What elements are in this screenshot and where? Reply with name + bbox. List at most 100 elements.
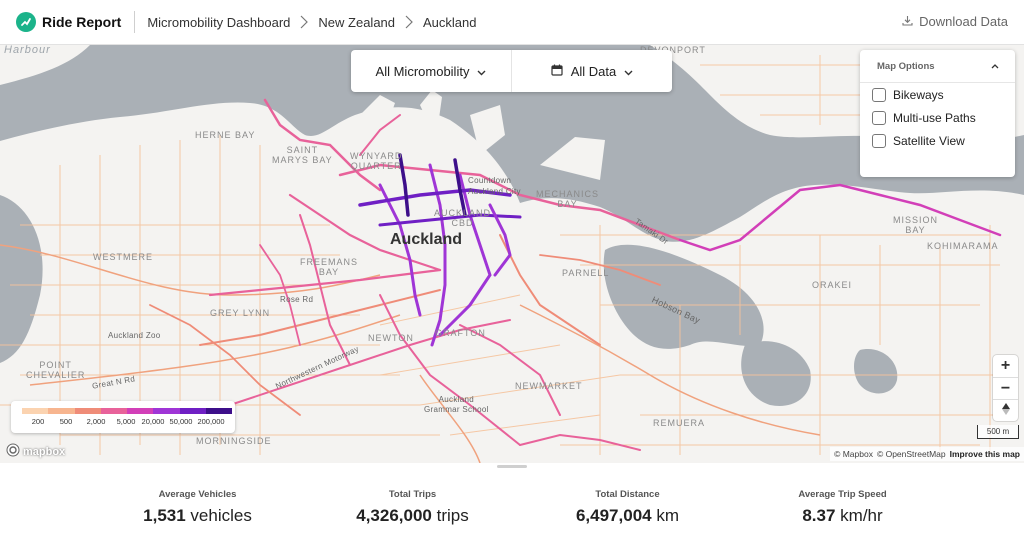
chevron-up-icon — [991, 61, 999, 72]
mapbox-logo-text: mapbox — [23, 445, 66, 458]
map-label-remuera: REMUERA — [653, 418, 706, 428]
legend-label: 20,000 — [141, 417, 165, 426]
map-label-auckland: Auckland — [390, 231, 463, 248]
chevron-down-icon — [477, 64, 486, 79]
download-data-button[interactable]: Download Data — [902, 14, 1008, 29]
map-label-grey-lynn: GREY LYNN — [210, 308, 271, 318]
map-label-harbour: Harbour — [4, 45, 51, 56]
legend-label: 200 — [31, 417, 45, 426]
stat-unit: km/hr — [840, 506, 883, 525]
stat-label: Total Trips — [388, 489, 437, 500]
multi-use-paths-option[interactable]: Multi-use Paths — [860, 106, 1015, 129]
map-label-westmere: WESTMERE — [93, 252, 154, 262]
attribution-mapbox[interactable]: © Mapbox — [834, 449, 873, 459]
satellite-view-label: Satellite View — [893, 133, 965, 148]
zoom-out-button[interactable]: − — [993, 377, 1018, 399]
map-canvas[interactable]: Harbour DEVONPORT HERNE BAY SAINT MARYS … — [0, 45, 1024, 463]
legend-color-swatch — [48, 408, 75, 414]
stat-label: Total Distance — [595, 489, 660, 500]
stat-unit: km — [656, 506, 680, 525]
map-basemap — [0, 45, 1024, 463]
legend-labels: 200 500 2,000 5,000 20,000 50,000 200,00… — [11, 417, 235, 429]
stat-average-trip-speed: Average Trip Speed 8.37 km/hr — [735, 470, 950, 560]
legend-label: 200,000 — [197, 417, 225, 426]
map-label-auckland-cbd: AUCKLAND CBD — [434, 208, 492, 228]
stat-value-row: 8.37 km/hr — [735, 506, 950, 526]
breadcrumb-country[interactable]: New Zealand — [318, 14, 396, 30]
legend-color-swatch — [153, 408, 180, 414]
summary-stats: Average Vehicles 1,531 vehicles Total Tr… — [0, 470, 1024, 560]
breadcrumb-city[interactable]: Auckland — [423, 14, 477, 30]
legend-label: 500 — [59, 417, 73, 426]
mode-dropdown-label: All Micromobility — [375, 63, 470, 79]
multi-use-paths-checkbox[interactable] — [872, 110, 886, 125]
map-label-mission-bay: MISSION BAY — [893, 215, 939, 235]
stat-value: 1,531 — [143, 506, 186, 525]
map-label-countdown: Countdown — [468, 176, 512, 185]
download-data-label: Download Data — [919, 14, 1008, 29]
brand-name: Ride Report — [42, 14, 122, 30]
map-options-header[interactable]: Map Options — [860, 50, 1015, 83]
legend-color-ramp — [22, 408, 232, 414]
ride-report-logo[interactable]: Ride Report — [16, 12, 121, 32]
stat-value-row: 6,497,004 km — [520, 506, 735, 526]
map-label-mechanics-bay: MECHANICS BAY — [536, 189, 600, 209]
map-label-parnell: PARNELL — [562, 268, 610, 278]
legend-label: 2,000 — [86, 417, 106, 426]
map-label-rose-rd: Rose Rd — [280, 295, 314, 304]
map-label-kohimarama: KOHIMARAMA — [927, 241, 999, 251]
bikeways-option[interactable]: Bikeways — [860, 83, 1015, 106]
map-label-grafton: GRAFTON — [435, 328, 486, 338]
stat-unit: trips — [436, 506, 469, 525]
map-label-saint-marys-bay: SAINT MARYS BAY — [272, 145, 333, 165]
multi-use-paths-label: Multi-use Paths — [893, 110, 976, 125]
stat-total-trips: Total Trips 4,326,000 trips — [305, 470, 520, 560]
satellite-view-checkbox[interactable] — [872, 133, 886, 148]
legend-color-swatch — [179, 408, 206, 414]
compass-button[interactable] — [993, 399, 1018, 421]
compass-icon — [1001, 402, 1010, 420]
legend-color-swatch — [205, 408, 232, 414]
mode-dropdown[interactable]: All Micromobility — [351, 50, 511, 92]
attribution-osm[interactable]: © OpenStreetMap — [876, 449, 946, 459]
map-label-wynyard-quarter: WYNYARD QUARTER — [350, 151, 403, 171]
trip-filter-bar: All Micromobility All Data — [351, 50, 672, 92]
chevron-right-icon — [395, 12, 423, 32]
map-attribution: © Mapbox © OpenStreetMap Improve this ma… — [830, 447, 1024, 461]
map-options-title: Map Options — [877, 60, 935, 72]
legend-color-swatch — [22, 408, 49, 414]
zoom-in-button[interactable]: + — [1000, 357, 1011, 374]
top-bar: Ride Report Micromobility Dashboard New … — [0, 0, 1024, 45]
stat-average-vehicles: Average Vehicles 1,531 vehicles — [90, 470, 305, 560]
stat-unit: vehicles — [190, 506, 252, 525]
stat-label: Average Trip Speed — [798, 489, 887, 500]
stat-label: Average Vehicles — [158, 489, 237, 500]
bikeways-label: Bikeways — [893, 87, 944, 102]
date-range-dropdown[interactable]: All Data — [511, 50, 672, 92]
stat-value: 8.37 — [802, 506, 836, 525]
breadcrumb-dashboard[interactable]: Micromobility Dashboard — [147, 14, 291, 30]
map-label-point-chevalier: POINT CHEVALIER — [26, 360, 86, 380]
date-range-label: All Data — [570, 63, 617, 79]
map-label-herne-bay: HERNE BAY — [195, 130, 256, 140]
satellite-view-option[interactable]: Satellite View — [860, 129, 1015, 152]
legend-color-swatch — [100, 408, 127, 414]
mapbox-logo[interactable]: mapbox — [6, 443, 65, 460]
attribution-improve[interactable]: Improve this map — [949, 449, 1020, 459]
trip-volume-legend: 200 500 2,000 5,000 20,000 50,000 200,00… — [11, 401, 235, 433]
bikeways-checkbox[interactable] — [872, 87, 886, 102]
map-label-orakei: ORAKEI — [812, 280, 853, 290]
map-label-newton: NEWTON — [368, 333, 414, 343]
map-label-devonport: DEVONPORT — [640, 45, 706, 55]
map-label-morningside: MORNINGSIDE — [196, 436, 272, 446]
legend-color-swatch — [74, 408, 101, 414]
panel-drag-handle[interactable] — [497, 465, 527, 468]
map-scale-bar: 500 m — [977, 425, 1019, 439]
mapbox-logo-icon — [6, 443, 20, 460]
map-label-auckland-zoo: Auckland Zoo — [108, 331, 161, 340]
zoom-controls: + − — [993, 355, 1018, 421]
ride-report-logo-icon — [16, 12, 36, 32]
chevron-down-icon — [624, 64, 633, 79]
stat-value: 4,326,000 — [356, 506, 432, 525]
legend-label: 5,000 — [116, 417, 136, 426]
